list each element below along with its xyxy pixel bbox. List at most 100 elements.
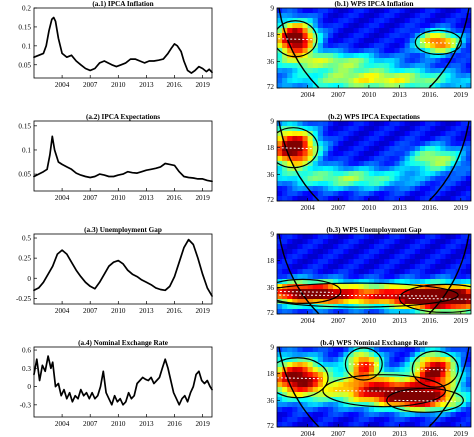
power-cell: [394, 78, 401, 84]
power-cell: [460, 13, 467, 19]
power-cell: [419, 136, 426, 142]
power-cell: [404, 73, 411, 79]
power-cell: [394, 397, 401, 403]
power-cell: [450, 181, 457, 187]
power-cell: [445, 254, 452, 260]
power-cell: [302, 141, 309, 147]
power-cell: [389, 382, 396, 388]
power-cell: [404, 28, 411, 34]
power-cell: [394, 407, 401, 413]
power-cell: [404, 254, 411, 260]
power-cell: [419, 362, 426, 368]
power-cell: [343, 58, 350, 64]
power-cell: [430, 402, 436, 408]
power-cell: [302, 412, 309, 418]
power-cell: [317, 166, 324, 172]
power-cell: [328, 121, 334, 127]
power-cell: [297, 259, 304, 265]
power-cell: [399, 244, 406, 250]
power-cell: [384, 141, 390, 147]
power-cell: [435, 387, 441, 393]
power-cell: [287, 254, 293, 260]
power-cell: [358, 402, 365, 408]
power-cell: [435, 362, 441, 368]
power-cell: [399, 422, 406, 427]
power-cell: [343, 269, 350, 275]
power-cell: [277, 259, 283, 265]
power-cell: [312, 289, 319, 295]
power-cell: [450, 141, 457, 147]
power-cell: [317, 73, 324, 79]
power-cell: [348, 78, 355, 84]
power-cell: [425, 357, 431, 363]
power-cell: [307, 126, 314, 132]
power-cell: [430, 387, 436, 393]
power-cell: [435, 48, 441, 54]
power-cell: [394, 18, 401, 24]
power-cell: [440, 279, 447, 285]
power-cell: [450, 43, 457, 49]
power-cell: [322, 269, 329, 275]
power-cell: [322, 166, 329, 172]
power-cell: [450, 357, 457, 363]
power-cell: [343, 362, 350, 368]
power-cell: [307, 259, 314, 265]
power-cell: [302, 136, 309, 142]
power-cell: [445, 186, 452, 192]
power-cell: [358, 8, 365, 14]
power-cell: [307, 284, 314, 290]
power-cell: [292, 13, 299, 19]
power-cell: [292, 121, 299, 127]
power-cell: [445, 357, 452, 363]
power-cell: [322, 121, 329, 127]
power-cell: [312, 73, 319, 79]
power-cell: [425, 166, 431, 172]
power-cell: [445, 28, 452, 34]
power-cell: [389, 392, 396, 398]
power-cell: [460, 412, 467, 418]
power-cell: [307, 392, 314, 398]
power-cell: [302, 68, 309, 74]
power-cell: [430, 372, 436, 378]
power-cell: [460, 279, 467, 285]
power-cell: [328, 387, 334, 393]
power-cell: [368, 146, 375, 152]
power-cell: [328, 196, 334, 201]
power-cell: [368, 244, 375, 250]
power-cell: [379, 191, 385, 197]
power-cell: [379, 33, 385, 39]
power-cell: [384, 156, 390, 162]
significance-contour: [277, 282, 459, 308]
power-cell: [287, 181, 293, 187]
power-cell: [307, 171, 314, 177]
power-cell: [445, 249, 452, 255]
power-cell: [379, 8, 385, 14]
power-cell: [399, 78, 406, 84]
power-cell: [353, 166, 360, 172]
power-cell: [287, 392, 293, 398]
power-cell: [409, 249, 416, 255]
power-cell: [374, 151, 380, 157]
power-cell: [368, 234, 375, 240]
power-cell: [394, 249, 401, 255]
power-cell: [287, 166, 293, 172]
power-cell: [440, 289, 447, 295]
power-cell: [384, 68, 390, 74]
power-cell: [389, 181, 396, 187]
power-cell: [338, 279, 344, 285]
power-cell: [445, 279, 452, 285]
power-cell: [445, 78, 452, 84]
power-cell: [328, 264, 334, 270]
y-tick-label: 36: [267, 171, 275, 179]
power-cell: [379, 289, 385, 295]
power-cell: [435, 382, 441, 388]
power-cell: [333, 48, 339, 54]
power-cell: [409, 186, 416, 192]
power-cell: [322, 294, 329, 300]
power-cell: [282, 392, 288, 398]
power-cell: [338, 367, 344, 373]
power-cell: [384, 151, 390, 157]
power-cell: [379, 269, 385, 275]
power-cell: [409, 234, 416, 240]
power-cell: [394, 33, 401, 39]
